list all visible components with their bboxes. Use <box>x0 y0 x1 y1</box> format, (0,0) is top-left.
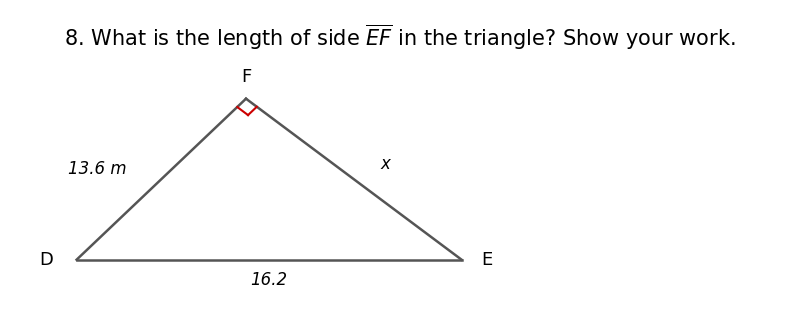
Text: 16.2: 16.2 <box>250 271 288 289</box>
Text: x: x <box>381 155 390 173</box>
Text: 8. What is the length of side $\overline{EF}$ in the triangle? Show your work.: 8. What is the length of side $\overline… <box>64 22 736 52</box>
Text: D: D <box>40 251 54 269</box>
Text: F: F <box>241 68 251 86</box>
Text: E: E <box>481 251 492 269</box>
Text: 13.6 m: 13.6 m <box>68 160 126 178</box>
